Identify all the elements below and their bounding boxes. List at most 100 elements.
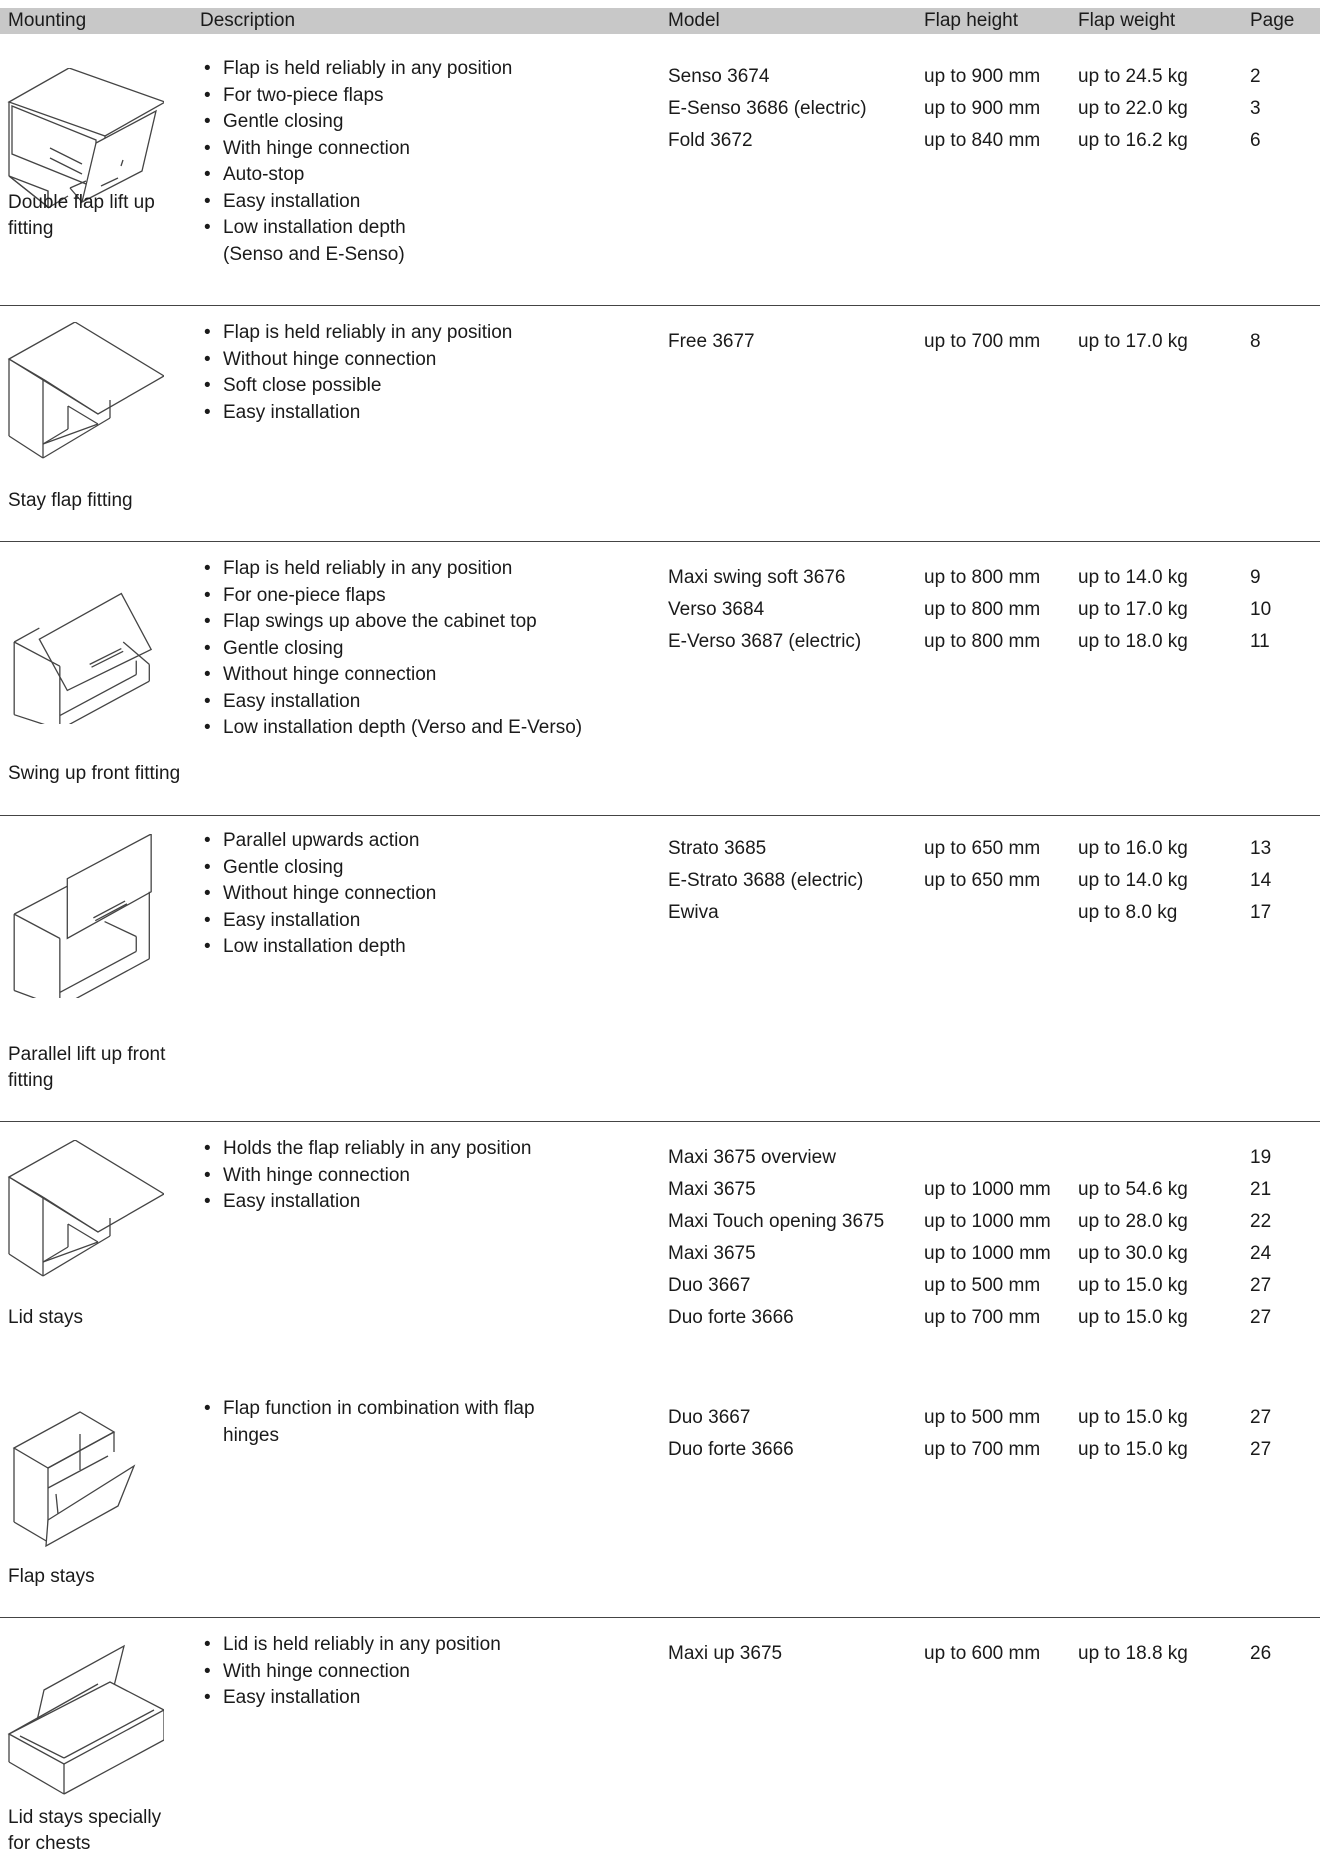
height-cell: up to 700 mm (924, 1439, 1041, 1460)
features-list: Flap is held reliably in any position Wi… (200, 320, 640, 426)
feature-item: Low installation depth (200, 934, 640, 961)
feature-item: Holds the flap reliably in any position (200, 1136, 640, 1163)
page-cell: 14 (1250, 870, 1272, 891)
features-list: Flap is held reliably in any position Fo… (200, 556, 640, 742)
weight-cell: up to 14.0 kg (1078, 567, 1188, 588)
feature-item: Flap is held reliably in any position (200, 556, 640, 583)
header-flap-height: Flap height (924, 10, 1019, 31)
height-cell: up to 840 mm (924, 130, 1041, 151)
header-description: Description (200, 10, 296, 31)
feature-item: Flap swings up above the cabinet top (200, 609, 640, 636)
section-divider (0, 305, 1320, 306)
feature-item: Easy installation (200, 400, 640, 427)
flap-stay-illustration-icon (6, 1404, 164, 1568)
swing-up-illustration-icon (6, 560, 164, 724)
feature-item: With hinge connection (200, 1163, 640, 1190)
feature-item: Parallel upwards action (200, 828, 640, 855)
feature-item: Easy installation (200, 189, 640, 216)
model-cell: Maxi 3675 (668, 1179, 756, 1200)
height-cell: up to 800 mm (924, 631, 1041, 652)
feature-item: With hinge connection (200, 1659, 640, 1686)
feature-item: Without hinge connection (200, 662, 640, 689)
model-cell: E-Senso 3686 (electric) (668, 98, 867, 119)
header-model: Model (668, 10, 720, 31)
page-cell: 24 (1250, 1243, 1272, 1264)
page-cell: 27 (1250, 1439, 1272, 1460)
feature-item: Without hinge connection (200, 881, 640, 908)
model-cell: Verso 3684 (668, 599, 765, 620)
model-cell: Strato 3685 (668, 838, 767, 859)
table-row: Duo forte 3666 up to 700 mm up to 15.0 k… (0, 1437, 1320, 1469)
parallel-lift-illustration-icon (6, 834, 164, 998)
weight-cell: up to 18.0 kg (1078, 631, 1188, 652)
features-list: Parallel upwards action Gentle closing W… (200, 828, 640, 961)
feature-item: Low installation depth (Senso and E-Sens… (200, 215, 463, 268)
header-page: Page (1250, 10, 1295, 31)
model-cell: Senso 3674 (668, 66, 770, 87)
mounting-name: Stay flap fitting (8, 490, 133, 511)
table-row: Strato 3685 up to 650 mm up to 16.0 kg 1… (0, 836, 1320, 868)
page-cell: 27 (1250, 1275, 1272, 1296)
mounting-name: Lid stays specially for chests (8, 1807, 162, 1854)
table-row: Fold 3672 up to 840 mm up to 16.2 kg 6 (0, 128, 1320, 160)
model-cell: Maxi 3675 overview (668, 1147, 836, 1168)
section-divider (0, 815, 1320, 816)
height-cell: up to 800 mm (924, 567, 1041, 588)
table-row: Maxi 3675 up to 1000 mm up to 54.6 kg 21 (0, 1177, 1320, 1209)
mounting-name: Parallel lift up front fitting (8, 1044, 166, 1091)
features-list: Flap function in combination with flap h… (200, 1396, 640, 1449)
height-cell: up to 650 mm (924, 838, 1041, 859)
section-divider (0, 541, 1320, 542)
table-row: E-Strato 3688 (electric) up to 650 mm up… (0, 868, 1320, 900)
model-cell: Duo 3667 (668, 1275, 751, 1296)
model-cell: Duo forte 3666 (668, 1439, 794, 1460)
table-row: Maxi 3675 overview 19 (0, 1145, 1320, 1177)
table-row: Duo forte 3666 up to 700 mm up to 15.0 k… (0, 1305, 1320, 1337)
model-cell: Fold 3672 (668, 130, 753, 151)
page-cell: 11 (1250, 631, 1270, 652)
weight-cell: up to 15.0 kg (1078, 1275, 1188, 1296)
page-cell: 13 (1250, 838, 1272, 859)
weight-cell: up to 16.2 kg (1078, 130, 1188, 151)
model-cell: Maxi 3675 (668, 1243, 756, 1264)
feature-item: Easy installation (200, 689, 640, 716)
mounting-name: Double flap lift up fitting (8, 192, 155, 239)
feature-item: Gentle closing (200, 855, 640, 882)
height-cell: up to 900 mm (924, 98, 1041, 119)
weight-cell: up to 54.6 kg (1078, 1179, 1188, 1200)
weight-cell: up to 17.0 kg (1078, 599, 1188, 620)
model-cell: Duo forte 3666 (668, 1307, 794, 1328)
weight-cell: up to 28.0 kg (1078, 1211, 1188, 1232)
header-flap-weight: Flap weight (1078, 10, 1176, 31)
feature-item: Without hinge connection (200, 347, 640, 374)
page-cell: 8 (1250, 331, 1261, 352)
mounting-name: Lid stays (8, 1307, 83, 1328)
model-cell: Ewiva (668, 902, 719, 923)
feature-item: Lid is held reliably in any position (200, 1632, 640, 1659)
table-header: Mounting Description Model Flap height F… (0, 8, 1320, 34)
page-cell: 22 (1250, 1211, 1272, 1232)
mounting-name: Swing up front fitting (8, 763, 181, 784)
weight-cell: up to 15.0 kg (1078, 1407, 1188, 1428)
page-cell: 21 (1250, 1179, 1272, 1200)
feature-item: Gentle closing (200, 109, 640, 136)
page-cell: 27 (1250, 1407, 1272, 1428)
feature-item: Easy installation (200, 1685, 640, 1712)
height-cell: up to 1000 mm (924, 1243, 1051, 1264)
weight-cell: up to 16.0 kg (1078, 838, 1188, 859)
table-row: Maxi Touch opening 3675 up to 1000 mm up… (0, 1209, 1320, 1241)
feature-item: Soft close possible (200, 373, 640, 400)
feature-item: Easy installation (200, 908, 640, 935)
model-cell: E-Strato 3688 (electric) (668, 870, 864, 891)
table-row: Maxi up 3675 up to 600 mm up to 18.8 kg … (0, 1641, 1320, 1673)
model-cell: Free 3677 (668, 331, 755, 352)
weight-cell: up to 14.0 kg (1078, 870, 1188, 891)
height-cell: up to 700 mm (924, 331, 1041, 352)
table-row: Maxi 3675 up to 1000 mm up to 30.0 kg 24 (0, 1241, 1320, 1273)
lid-stay-illustration-icon (6, 1140, 164, 1304)
page-cell: 3 (1250, 98, 1261, 119)
table-row: Duo 3667 up to 500 mm up to 15.0 kg 27 (0, 1405, 1320, 1437)
stay-flap-illustration-icon (6, 322, 164, 486)
table-row: Free 3677 up to 700 mm up to 17.0 kg 8 (0, 329, 1320, 361)
weight-cell: up to 22.0 kg (1078, 98, 1188, 119)
